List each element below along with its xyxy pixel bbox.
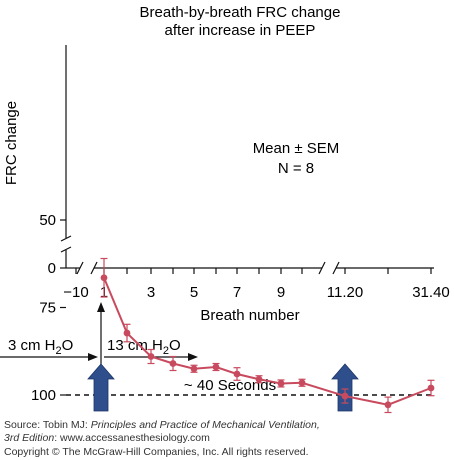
pressure-label-13-suffix: O: [169, 337, 181, 354]
x-axis-break: [332, 261, 340, 275]
data-point: [427, 384, 435, 392]
y-tick-label: 0: [48, 260, 56, 277]
peep-step-arrowhead: [97, 302, 105, 312]
x-axis-break: [90, 261, 98, 275]
data-point: [341, 392, 349, 400]
pressure-label-3: 3 cm H2O: [8, 337, 73, 357]
data-point: [169, 360, 177, 367]
copyright-text: Copyright © The McGraw-Hill Companies, I…: [4, 446, 309, 458]
y-axis-break: [60, 246, 72, 253]
source-url: : www.accessanesthesiology.com: [54, 432, 210, 444]
chart-title-line: Breath-by-breath FRC change: [140, 4, 341, 21]
pressure-label-3-subscript: 2: [56, 345, 62, 357]
x-tick-label: 31.40: [412, 284, 450, 301]
pressure-label-13-subscript: 2: [163, 345, 169, 357]
chart-marks: [100, 257, 435, 414]
x-tick-label: 7: [233, 284, 241, 301]
x-axis-break: [76, 261, 84, 275]
annotation-text: N = 8: [278, 160, 314, 177]
data-point: [384, 401, 392, 409]
data-point: [190, 365, 198, 373]
data-point: [100, 274, 108, 282]
source-edition: 3rd Edition: [4, 432, 55, 444]
data-point: [277, 380, 285, 387]
pressure-label-13: 13 cm H2O: [107, 337, 181, 357]
y-tick-label: 100: [31, 387, 56, 404]
y-tick-label: 75: [39, 300, 56, 317]
data-point: [298, 379, 306, 387]
source-prefix: Source: Tobin MJ:: [4, 419, 91, 431]
peep-marker-arrow-end: [331, 363, 359, 412]
x-tick-label: 3: [147, 284, 155, 301]
source-book-title: Principles and Practice of Mechanical Ve…: [90, 419, 320, 431]
data-point: [212, 363, 220, 371]
pressure-label-3-main: 3 cm H: [8, 337, 56, 354]
data-point: [123, 329, 131, 337]
y-axis-break: [60, 235, 72, 242]
y-axis-label: FRC change: [3, 101, 20, 185]
x-tick-label: 5: [190, 284, 198, 301]
y-tick-label: 50: [39, 212, 56, 229]
source-line-3: Copyright © The McGraw-Hill Companies, I…: [4, 446, 309, 458]
pressure-arrowhead-left: [88, 353, 98, 361]
source-line-2: 3rd Edition: www.accessanesthesiology.co…: [4, 432, 210, 444]
x-tick-label: 9: [277, 284, 285, 301]
data-point: [147, 353, 155, 360]
data-point: [233, 370, 241, 378]
pressure-label-3-suffix: O: [62, 337, 74, 354]
x-axis-label: Breath number: [200, 307, 299, 324]
source-line-1: Source: Tobin MJ: Principles and Practic…: [4, 419, 320, 431]
chart-title-line: after increase in PEEP: [165, 22, 316, 39]
duration-label: ~ 40 Seconds: [184, 377, 276, 394]
x-axis-break: [318, 261, 326, 275]
peep-marker-arrow-start: [87, 363, 115, 412]
data-point: [255, 375, 263, 383]
x-tick-label: 11.20: [327, 284, 363, 301]
pressure-arrowhead-right: [188, 353, 198, 361]
annotation-text: Mean ± SEM: [253, 140, 340, 157]
x-tick-label: −10: [63, 284, 88, 301]
